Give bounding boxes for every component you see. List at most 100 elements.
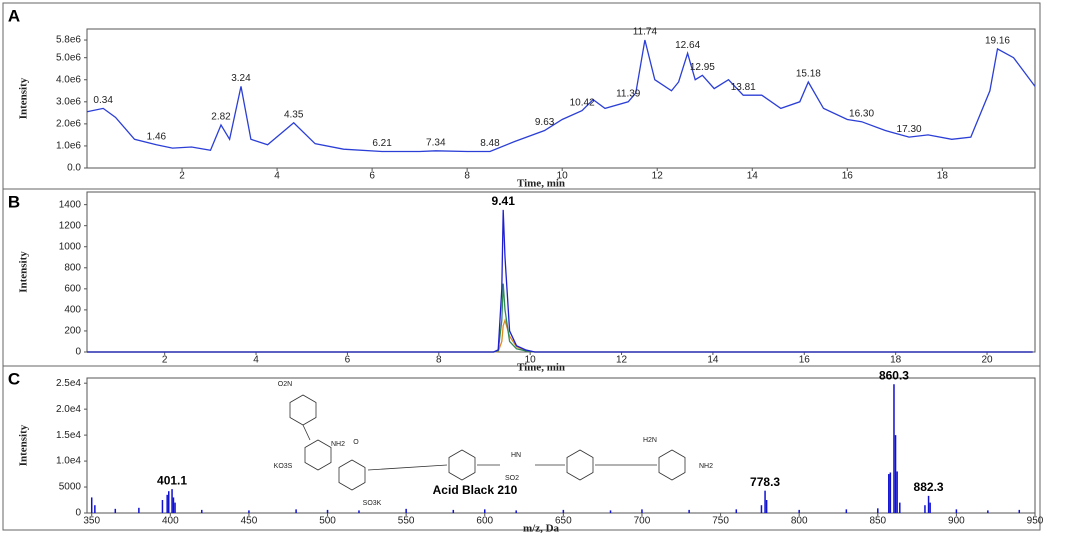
structure-label: NH2 (331, 441, 345, 448)
x-axis-label: Time, min (517, 178, 565, 190)
peak-label: 12.64 (675, 40, 700, 51)
x-tick-label: 12 (652, 171, 664, 182)
data-line (87, 209, 1033, 353)
plot-area (86, 191, 1036, 353)
x-tick-label: 950 (1027, 516, 1044, 527)
structure-bond (367, 464, 448, 471)
x-tick-label: 4 (253, 355, 259, 366)
x-tick-label: 10 (525, 355, 537, 366)
y-axis-label: Intensity (18, 424, 30, 466)
peak-label: 2.82 (211, 112, 231, 123)
x-tick-label: 350 (83, 516, 100, 527)
structure-bond (302, 424, 311, 441)
structure-label: HN (511, 452, 521, 459)
peak-label: 860.3 (879, 368, 909, 382)
x-tick-label: 12 (616, 355, 628, 366)
y-tick-label: 1400 (59, 199, 82, 210)
y-tick-label: 1200 (59, 220, 82, 231)
peak-label: 19.16 (985, 35, 1010, 46)
y-tick-label: 2.5e4 (56, 378, 81, 389)
structure-ring (448, 449, 476, 481)
y-tick-label: 4.0e6 (56, 74, 81, 85)
x-tick-label: 2 (162, 355, 168, 366)
peak-label: 10.42 (570, 97, 595, 108)
y-tick-label: 600 (64, 283, 81, 294)
panel-label: A (8, 6, 20, 25)
x-tick-label: 10 (557, 171, 569, 182)
peak-label: 12.95 (690, 62, 715, 73)
structure-label: NH2 (699, 463, 713, 470)
y-tick-label: 1.5e4 (56, 430, 81, 441)
x-tick-label: 8 (464, 171, 470, 182)
peak-label: 13.81 (731, 82, 756, 93)
panel-frame (2, 365, 1041, 531)
peak-label: 9.63 (535, 117, 555, 128)
x-tick-label: 500 (319, 516, 336, 527)
x-tick-label: 8 (436, 355, 442, 366)
y-tick-label: 2.0e6 (56, 119, 81, 130)
x-tick-label: 18 (890, 355, 902, 366)
x-tick-label: 4 (274, 171, 280, 182)
x-tick-label: 800 (791, 516, 808, 527)
y-tick-label: 2.0e4 (56, 404, 81, 415)
x-tick-label: 14 (747, 171, 759, 182)
panel-label: C (8, 369, 20, 388)
peak-label: 4.35 (284, 109, 304, 120)
compound-name: Acid Black 210 (433, 483, 518, 497)
y-tick-label: 200 (64, 326, 81, 337)
y-tick-label: 400 (64, 305, 81, 316)
structure-ring (566, 449, 594, 481)
y-tick-label: 800 (64, 262, 81, 273)
structure-ring (304, 439, 332, 471)
x-tick-label: 14 (707, 355, 719, 366)
peak-label: 7.34 (426, 137, 446, 148)
panel-frame (2, 2, 1041, 190)
structure-label: SO2 (505, 475, 519, 482)
plot-area (86, 28, 1036, 169)
peak-label: 8.48 (480, 138, 500, 149)
structure-label: SO3K (363, 500, 382, 507)
y-tick-label: 0.0 (67, 163, 81, 174)
peak-label: 15.18 (796, 69, 821, 80)
peak-label: 9.41 (492, 194, 516, 208)
peak-label: 17.30 (897, 124, 922, 135)
peak-label: 778.3 (750, 475, 780, 489)
panel-label: B (8, 192, 20, 211)
structure-label: O (353, 439, 359, 446)
peak-label: 882.3 (914, 480, 944, 494)
peak-label: 16.30 (849, 108, 874, 119)
data-line (87, 318, 1033, 353)
x-tick-label: 400 (162, 516, 179, 527)
x-tick-label: 20 (981, 355, 993, 366)
panel-frame (2, 188, 1041, 367)
x-tick-label: 16 (842, 171, 854, 182)
peak-label: 1.46 (147, 131, 167, 142)
peak-label: 11.39 (616, 88, 641, 99)
x-tick-label: 550 (398, 516, 415, 527)
y-tick-label: 0 (75, 347, 81, 358)
y-tick-label: 1.0e6 (56, 141, 81, 152)
structure-label: H2N (643, 437, 657, 444)
x-tick-label: 600 (476, 516, 493, 527)
x-tick-label: 850 (869, 516, 886, 527)
structure-ring (658, 449, 686, 481)
structure-label: O2N (278, 381, 292, 388)
x-tick-label: 2 (179, 171, 185, 182)
data-line (86, 39, 1036, 153)
x-tick-label: 16 (799, 355, 811, 366)
plot-area (86, 377, 1036, 514)
y-tick-label: 3.0e6 (56, 96, 81, 107)
structure-ring (289, 394, 317, 426)
peak-label: 401.1 (157, 473, 187, 487)
peak-label: 3.24 (231, 73, 251, 84)
y-axis-label: Intensity (18, 77, 30, 119)
x-tick-label: 450 (241, 516, 258, 527)
y-tick-label: 1000 (59, 241, 82, 252)
data-line (87, 283, 1033, 353)
peak-label: 0.34 (93, 95, 113, 106)
structure-ring (338, 459, 366, 491)
x-axis-label: m/z, Da (523, 523, 560, 533)
y-tick-label: 0 (75, 508, 81, 519)
structure-label: KO3S (274, 463, 293, 470)
